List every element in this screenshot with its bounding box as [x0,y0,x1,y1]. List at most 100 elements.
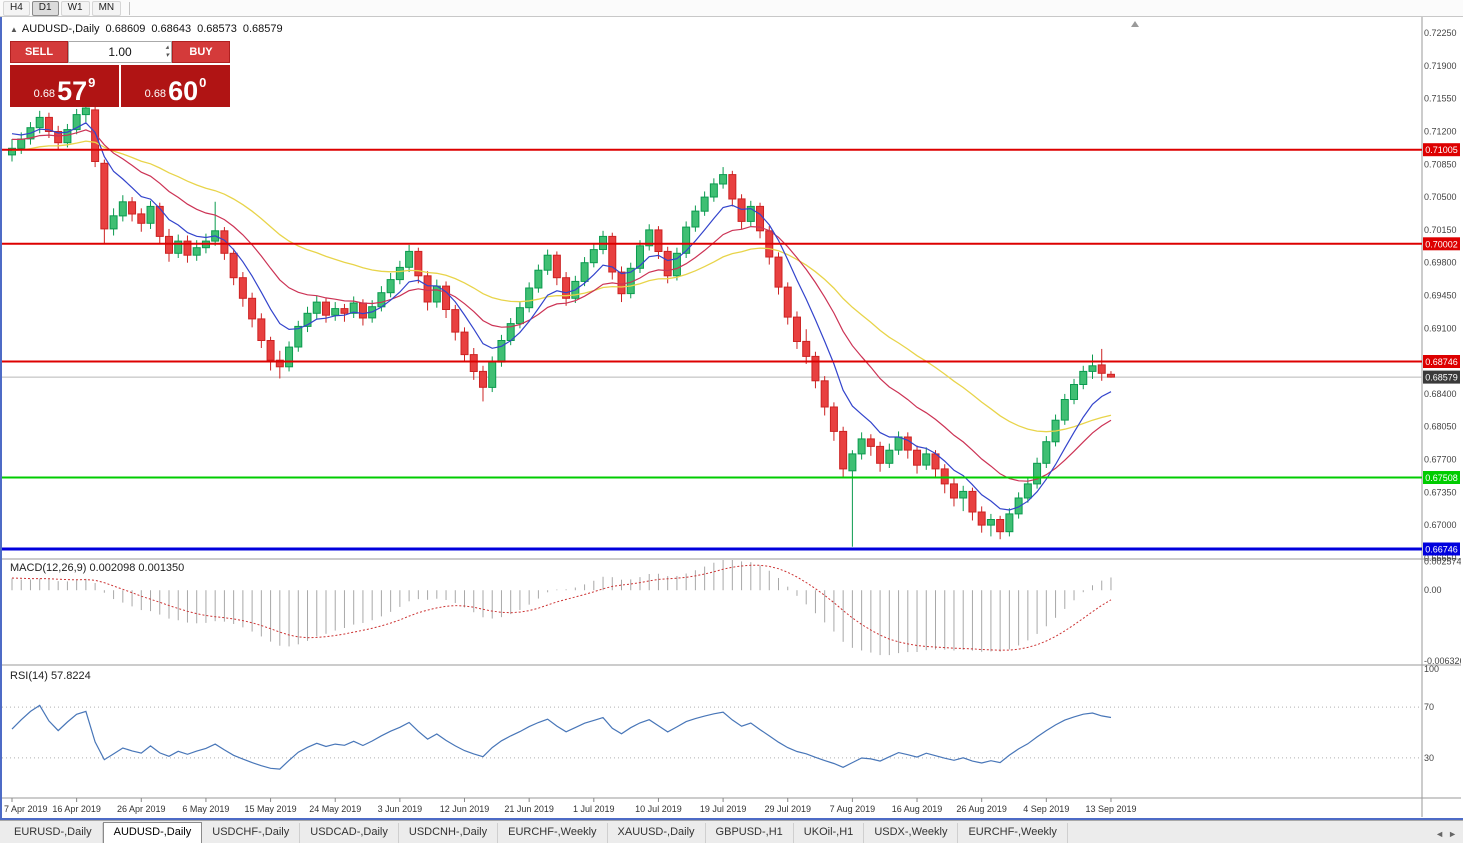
svg-text:0.68579: 0.68579 [1425,373,1458,383]
chart-tab-bar: EURUSD-,Daily AUDUSD-,Daily USDCHF-,Daily U… [0,820,1463,843]
svg-text:16 Apr 2019: 16 Apr 2019 [52,804,101,814]
chart-symbol-label: AUDUSD-,Daily [21,23,100,35]
svg-text:0.70150: 0.70150 [1424,225,1457,235]
svg-text:12 Jun 2019: 12 Jun 2019 [440,804,490,814]
svg-text:1 Jul 2019: 1 Jul 2019 [573,804,615,814]
rsi-indicator-label: RSI(14) 57.8224 [10,670,91,682]
volume-value[interactable]: 1.00 [108,45,132,59]
chart-tab[interactable]: USDX-,Weekly [864,823,959,843]
chart-tab[interactable]: AUDUSD-,Daily [102,822,203,843]
buy-price-display[interactable]: 0.68 60 0 [121,65,230,107]
ohlc-high: 0.68643 [151,23,192,35]
time-axis: 7 Apr 2019 16 Apr 2019 26 Apr 2019 6 May 20… [4,798,1136,814]
sell-price-sup: 9 [88,75,96,90]
tab-scroll-left-icon[interactable]: ◄ [1435,829,1445,839]
svg-text:0.69450: 0.69450 [1424,290,1457,300]
macd-panel: 0.002574 0.00 -0.006326 [11,556,1461,666]
svg-text:0.67000: 0.67000 [1424,520,1457,530]
svg-text:15 May 2019: 15 May 2019 [245,804,297,814]
toolbar-separator [129,1,131,15]
tab-scroll-controls: ◄ ► [1435,829,1463,843]
svg-text:0.00: 0.00 [1424,585,1442,595]
buy-price-sup: 0 [199,75,207,90]
buy-button[interactable]: BUY [172,41,230,63]
svg-text:0.70500: 0.70500 [1424,192,1457,202]
svg-text:0.67508: 0.67508 [1425,473,1458,483]
sell-button[interactable]: SELL [10,41,68,63]
svg-text:0.69800: 0.69800 [1424,258,1457,268]
timeframe-button-mn[interactable]: MN [91,0,122,16]
ohlc-low: 0.68573 [197,23,237,35]
svg-text:30: 30 [1424,753,1434,763]
svg-text:0.70002: 0.70002 [1425,239,1458,249]
svg-text:0.002574: 0.002574 [1424,556,1461,566]
chart-window[interactable]: 0.72250 0.71900 0.71550 0.71200 0.70850 0.705… [0,17,1463,820]
svg-text:0.68400: 0.68400 [1424,389,1457,399]
svg-text:26 Aug 2019: 26 Aug 2019 [956,804,1007,814]
svg-text:0.68050: 0.68050 [1424,422,1457,432]
chart-tab[interactable]: GBPUSD-,H1 [706,823,794,843]
chart-tab[interactable]: UKOil-,H1 [794,823,865,843]
svg-text:16 Aug 2019: 16 Aug 2019 [892,804,943,814]
svg-text:7 Aug 2019: 7 Aug 2019 [830,804,876,814]
tab-scroll-right-icon[interactable]: ► [1448,829,1457,839]
svg-text:0.70850: 0.70850 [1424,159,1457,169]
macd-indicator-label: MACD(12,26,9) 0.002098 0.001350 [10,562,185,574]
svg-text:0.71550: 0.71550 [1424,94,1457,104]
ohlc-close: 0.68579 [242,23,283,35]
svg-text:0.67350: 0.67350 [1424,487,1457,497]
volume-stepper[interactable]: 1.00 ▴ ▾ [68,41,172,63]
rsi-panel: 100 70 30 [2,664,1439,770]
svg-text:0.71900: 0.71900 [1424,61,1457,71]
svg-text:24 May 2019: 24 May 2019 [309,804,361,814]
chart-tab[interactable]: USDCAD-,Daily [300,823,399,843]
chart-tab[interactable]: EURCHF-,Weekly [498,823,608,843]
buy-price-big: 60 [168,76,199,106]
svg-text:0.71200: 0.71200 [1424,126,1457,136]
svg-text:19 Jul 2019: 19 Jul 2019 [700,804,747,814]
svg-text:3 Jun 2019: 3 Jun 2019 [378,804,423,814]
chart-tab[interactable]: USDCNH-,Daily [399,823,499,843]
svg-text:0.66746: 0.66746 [1425,544,1458,554]
svg-text:4 Sep 2019: 4 Sep 2019 [1023,804,1069,814]
horizontal-level-lines[interactable] [2,148,1422,551]
price-tags: 0.71005 0.70002 0.68746 0.67508 0.66746 0.685… [1423,143,1460,556]
timeframe-button-d1[interactable]: D1 [31,0,59,16]
chart-tabs: EURUSD-,Daily AUDUSD-,Daily USDCHF-,Daily U… [0,822,1068,843]
one-click-trade-panel: SELL 1.00 ▴ ▾ BUY 0.68 57 9 0.68 60 0 [10,41,230,107]
volume-decrease-icon[interactable]: ▾ [165,52,169,59]
svg-text:7 Apr 2019: 7 Apr 2019 [4,804,48,814]
chart-tab[interactable]: USDCHF-,Daily [202,823,301,843]
trade-panel-toggle-icon[interactable]: ▲ [10,25,18,34]
svg-text:0.67700: 0.67700 [1424,455,1457,465]
svg-text:0.72250: 0.72250 [1424,28,1457,38]
sell-price-prefix: 0.68 [33,88,56,100]
chart-tab[interactable]: XAUUSD-,Daily [608,823,706,843]
svg-text:6 May 2019: 6 May 2019 [182,804,229,814]
timeframe-toolbar: H4 D1 W1 MN [0,0,1463,17]
svg-text:0.68746: 0.68746 [1425,357,1458,367]
svg-text:70: 70 [1424,702,1434,712]
svg-text:0.69100: 0.69100 [1424,323,1457,333]
price-chart-canvas[interactable]: 0.72250 0.71900 0.71550 0.71200 0.70850 0.705… [2,17,1461,818]
sell-price-big: 57 [57,76,88,106]
sell-price-display[interactable]: 0.68 57 9 [10,65,119,107]
svg-text:26 Apr 2019: 26 Apr 2019 [117,804,166,814]
svg-text:-0.006326: -0.006326 [1424,656,1461,666]
svg-text:21 Jun 2019: 21 Jun 2019 [504,804,554,814]
price-axis: 0.72250 0.71900 0.71550 0.71200 0.70850 0.705… [1424,28,1457,563]
svg-text:100: 100 [1424,664,1439,674]
svg-text:0.71005: 0.71005 [1425,145,1458,155]
svg-text:29 Jul 2019: 29 Jul 2019 [764,804,811,814]
timeframe-button-w1[interactable]: W1 [60,0,90,16]
chart-header: ▲ AUDUSD-,Daily 0.68609 0.68643 0.68573 0.685… [10,23,283,35]
ohlc-open: 0.68609 [105,23,146,35]
chart-tab[interactable]: EURUSD-,Daily [4,823,103,843]
chart-tab[interactable]: EURCHF-,Weekly [958,823,1068,843]
buy-price-prefix: 0.68 [144,88,167,100]
volume-increase-icon[interactable]: ▴ [165,44,169,51]
svg-text:0.66650: 0.66650 [1424,553,1457,563]
svg-text:10 Jul 2019: 10 Jul 2019 [635,804,682,814]
timeframe-button-h4[interactable]: H4 [3,0,30,16]
chart-shift-marker-icon [1131,21,1139,27]
